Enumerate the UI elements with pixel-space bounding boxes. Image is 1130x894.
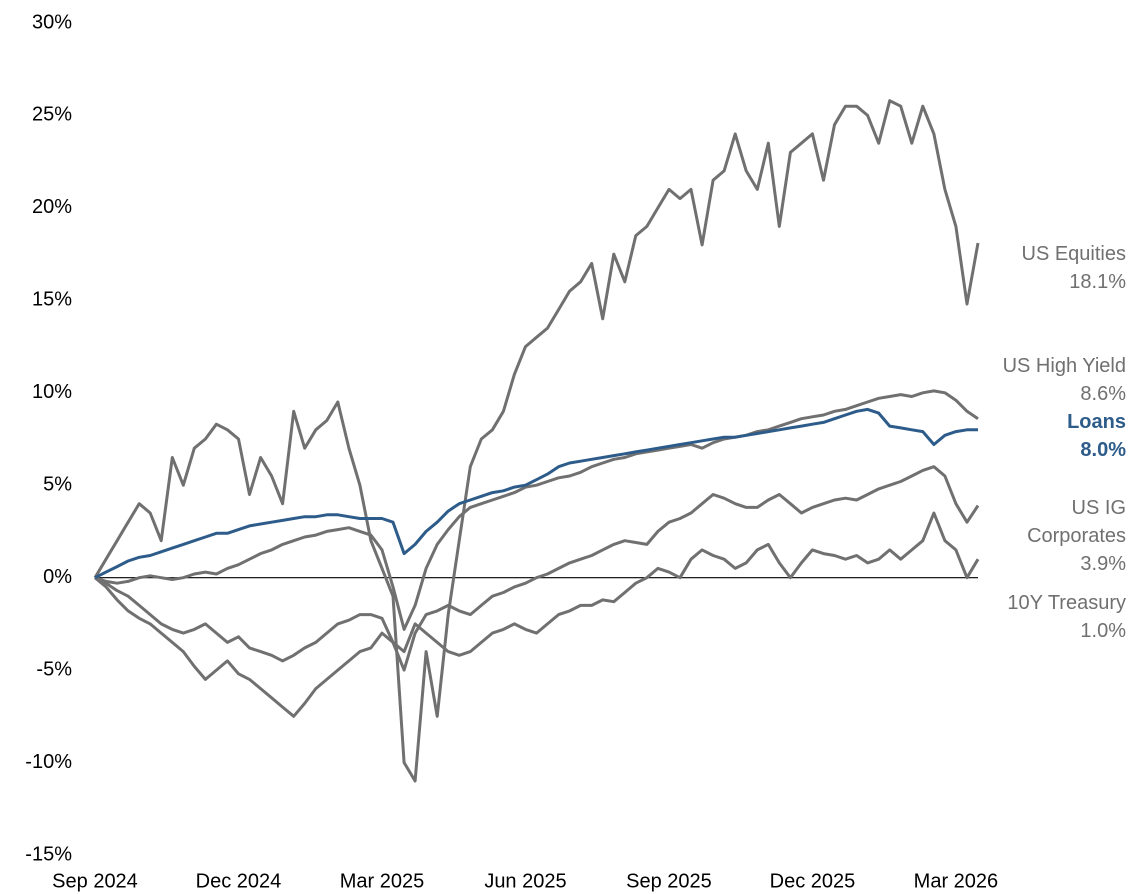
y-tick-label: 30% xyxy=(32,11,72,33)
series-label: US Equities 18.1% xyxy=(986,240,1127,296)
series-name: US IG Corporates xyxy=(1027,497,1126,547)
series-line xyxy=(94,511,980,718)
series-end-value: 3.9% xyxy=(1080,553,1126,575)
y-tick-label: 10% xyxy=(32,381,72,403)
series-name: US Equities xyxy=(1021,243,1127,265)
y-tick-label: -15% xyxy=(25,843,72,865)
x-tick-label: Sep 2025 xyxy=(626,870,712,892)
y-tick-label: 5% xyxy=(43,474,72,496)
series-line xyxy=(94,465,980,672)
y-tick-label: 20% xyxy=(32,196,72,218)
series-name: 10Y Treasury xyxy=(1007,592,1126,614)
series-line xyxy=(94,389,979,631)
x-tick-label: Dec 2025 xyxy=(770,870,856,892)
series-name: Loans xyxy=(1067,411,1126,433)
series-line xyxy=(93,99,980,783)
series-label: 10Y Treasury 1.0% xyxy=(986,589,1126,645)
y-tick-label: 0% xyxy=(43,566,72,588)
x-tick-label: Sep 2024 xyxy=(52,870,138,892)
y-tick-label: -5% xyxy=(36,658,72,680)
y-tick-label: 25% xyxy=(32,104,72,126)
series-end-value: 18.1% xyxy=(1069,271,1126,293)
x-tick-label: Mar 2026 xyxy=(914,870,999,892)
series-line xyxy=(94,407,978,580)
series-end-value: 8.6% xyxy=(1080,383,1126,405)
y-tick-label: 15% xyxy=(32,289,72,311)
series-end-value: 8.0% xyxy=(1080,439,1126,461)
series-name: US High Yield xyxy=(1002,355,1126,377)
series-end-value: 1.0% xyxy=(1080,620,1126,642)
series-label: US High Yield 8.6% xyxy=(986,352,1126,408)
series-label: Loans 8.0% xyxy=(986,408,1126,464)
x-tick-label: Jun 2025 xyxy=(484,870,566,892)
series-label: US IG Corporates 3.9% xyxy=(986,494,1126,578)
y-tick-label: -10% xyxy=(25,751,72,773)
x-tick-label: Dec 2024 xyxy=(196,870,282,892)
x-tick-label: Mar 2025 xyxy=(340,870,425,892)
